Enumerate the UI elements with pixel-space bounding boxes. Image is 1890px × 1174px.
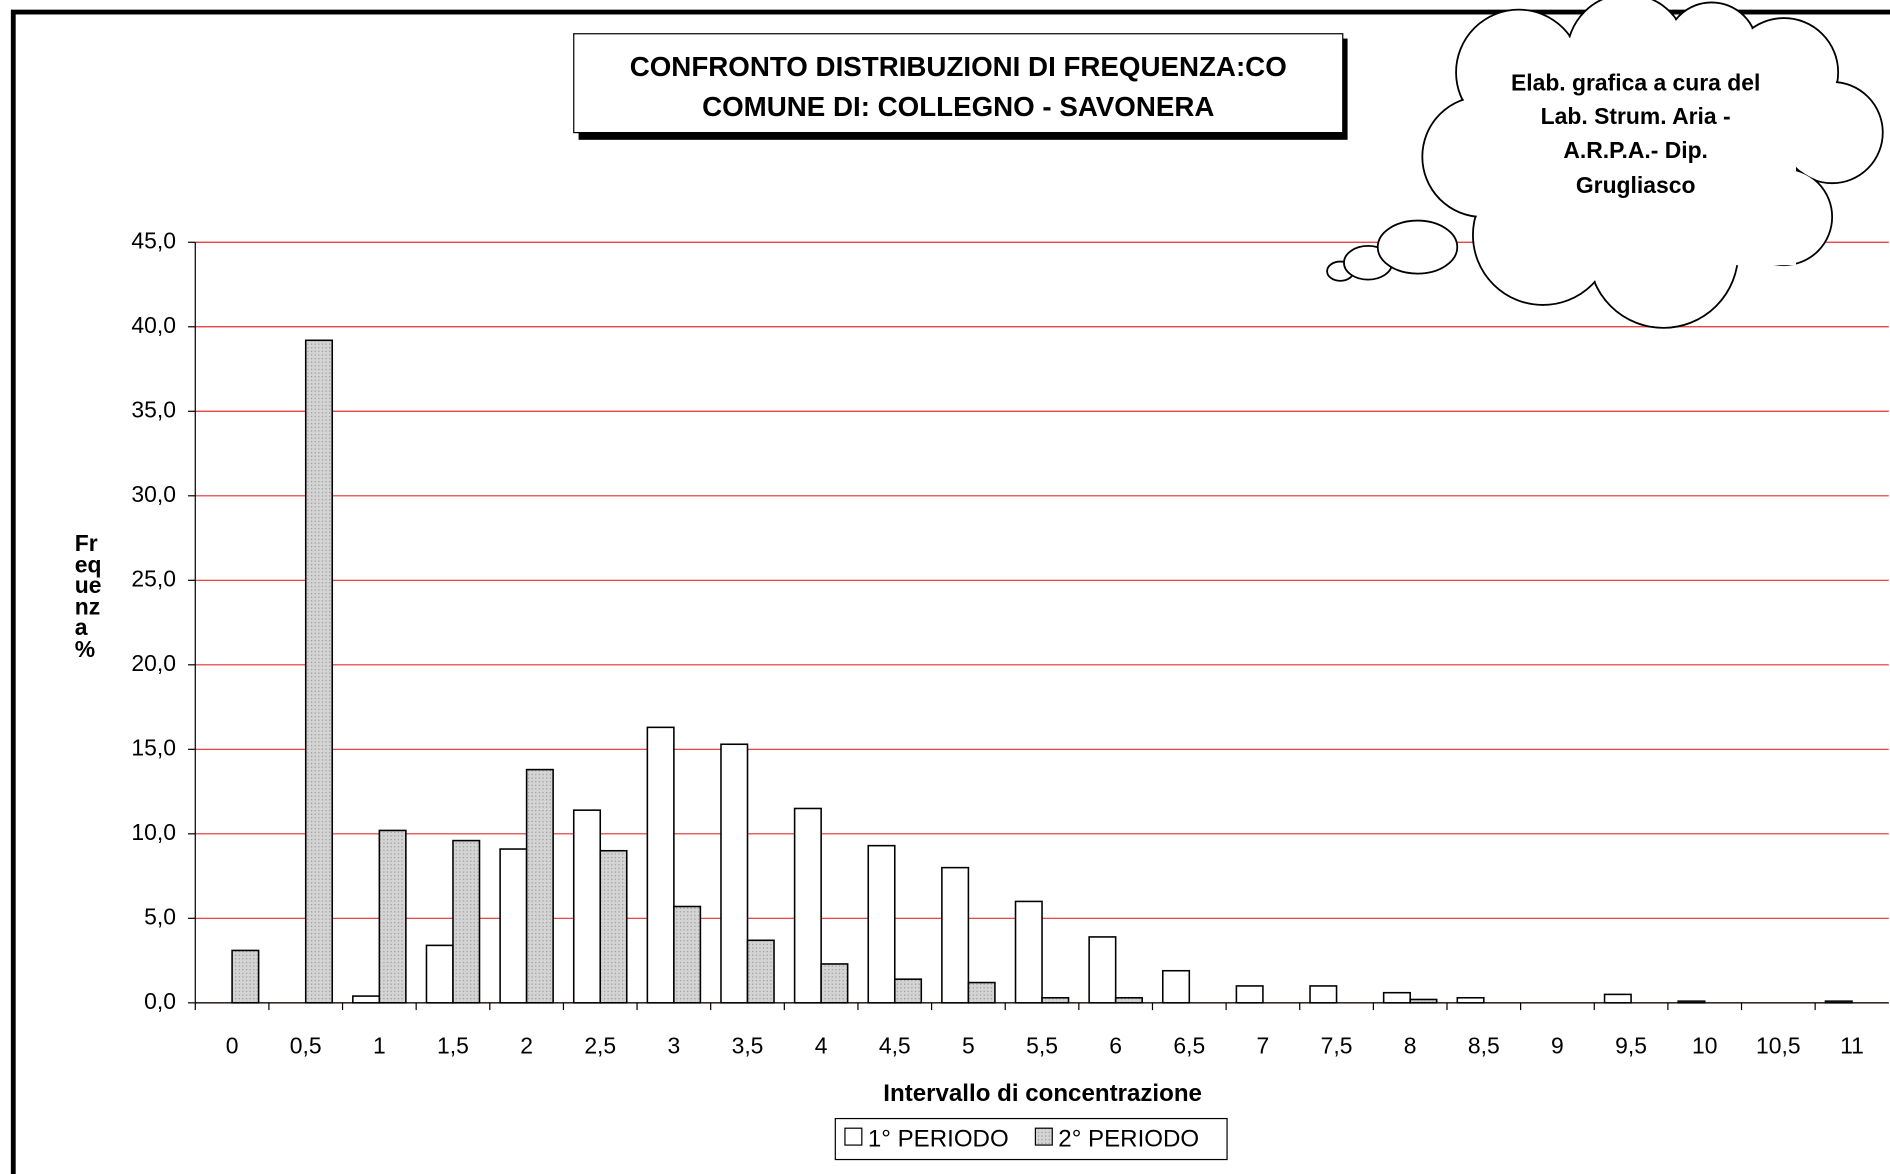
annotation: A.R.P.A.- Dip.: [1563, 137, 1708, 163]
x-axis-title: Intervallo di concentrazione: [883, 1080, 1202, 1107]
x-tick-label: 10,5: [1756, 1032, 1801, 1058]
x-tick-label: 1,5: [437, 1032, 469, 1058]
x-tick-label: 6,5: [1173, 1032, 1205, 1058]
x-tick-label: 4,5: [879, 1032, 911, 1058]
bar: [378, 829, 407, 1004]
bar: [967, 981, 996, 1004]
legend-swatch: [1034, 1127, 1053, 1146]
bar: [673, 905, 702, 1004]
x-tick-label: 0: [226, 1032, 239, 1058]
y-axis-title-box: Frequenza %: [74, 533, 102, 663]
y-tick-label: 5,0: [144, 903, 176, 929]
bar: [793, 807, 822, 1004]
bar: [941, 866, 970, 1004]
legend-label: 2° PERIODO: [1058, 1126, 1199, 1153]
bar: [1014, 900, 1043, 1004]
bar: [499, 848, 528, 1004]
x-tick-label: 4: [815, 1032, 828, 1058]
x-tick-label: 2,5: [584, 1032, 616, 1058]
y-tick-label: 45,0: [131, 227, 176, 253]
y-tick-label: 10,0: [131, 819, 176, 845]
bar: [646, 726, 675, 1004]
bar: [867, 844, 896, 1004]
bar: [1088, 936, 1117, 1004]
annotation: Lab. Strum. Aria -: [1541, 103, 1731, 129]
x-tick-label: 8,5: [1468, 1032, 1500, 1058]
x-tick-label: 7: [1257, 1032, 1270, 1058]
x-tick-label: 0,5: [290, 1032, 322, 1058]
y-tick-label: 30,0: [131, 481, 176, 507]
y-tick-label: 15,0: [131, 734, 176, 760]
bar: [599, 849, 628, 1004]
bar: [525, 768, 554, 1004]
x-tick-label: 5,5: [1026, 1032, 1058, 1058]
y-tick-label: 25,0: [131, 565, 176, 591]
chart-title: CONFRONTO DISTRIBUZIONI DI FREQUENZA:CO: [630, 51, 1287, 82]
bar: [1382, 991, 1411, 1004]
x-tick-label: 3,5: [732, 1032, 764, 1058]
legend-label: 1° PERIODO: [868, 1126, 1009, 1153]
x-tick-label: 9,5: [1615, 1032, 1647, 1058]
legend: [834, 1117, 1228, 1161]
frame: [10, 9, 1890, 1174]
x-tick-label: 11: [1840, 1032, 1864, 1058]
chart-title: COMUNE DI: COLLEGNO - SAVONERA: [702, 91, 1214, 122]
bar: [1114, 996, 1143, 1004]
bar: [746, 939, 775, 1004]
legend-swatch: [844, 1127, 863, 1146]
bar: [1041, 996, 1070, 1004]
plot-area: 0,0 5,0 10,0 15,0 20,0 25,0 30,0 35,0 40,0 45,0 0 0…: [131, 227, 1889, 1058]
cloud: [1326, 0, 1884, 329]
bar: [820, 963, 849, 1004]
bar: [1603, 993, 1632, 1004]
bar: [720, 743, 749, 1004]
y-tick-label: 40,0: [131, 312, 176, 338]
bar: [1161, 969, 1191, 1004]
annotation: Grugliasco: [1576, 172, 1696, 198]
y-tick-label: 20,0: [131, 650, 176, 676]
bar: [304, 339, 334, 1004]
title-box: [573, 33, 1344, 134]
bar: [1456, 996, 1485, 1004]
x-tick-label: 9: [1551, 1032, 1564, 1058]
x-tick-label: 3: [668, 1032, 681, 1058]
bar: [352, 995, 381, 1004]
x-tick-label: 1: [373, 1032, 386, 1058]
bar: [452, 839, 481, 1004]
bar: [1235, 985, 1264, 1004]
x-tick-label: 7,5: [1321, 1032, 1353, 1058]
y-axis-title: Frequenza %: [74, 533, 102, 663]
y-tick-label: 0,0: [144, 988, 176, 1014]
annotation: Elab. grafica a cura del: [1511, 69, 1760, 95]
bar: [572, 809, 602, 1004]
bar: [1309, 985, 1338, 1004]
x-tick-label: 5: [962, 1032, 975, 1058]
bar: [231, 949, 260, 1004]
x-tick-label: 8: [1404, 1032, 1417, 1058]
bar: [425, 944, 454, 1004]
x-tick-label: 6: [1109, 1032, 1122, 1058]
x-tick-label: 10: [1692, 1032, 1717, 1058]
bar: [893, 978, 923, 1004]
x-tick-label: 2: [520, 1032, 533, 1058]
y-tick-label: 35,0: [131, 396, 176, 422]
